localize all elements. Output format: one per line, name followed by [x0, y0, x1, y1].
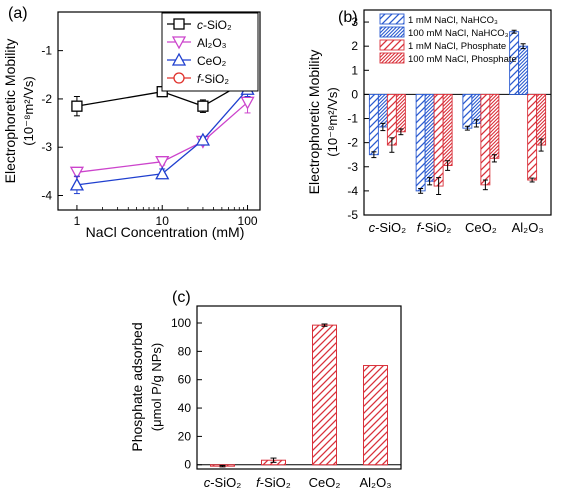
panel-b-plot-frame — [363, 9, 552, 216]
legend-label: CeO₂ — [197, 54, 227, 68]
panel-c-y-tick-label: 40 — [178, 401, 192, 415]
panel-b-category-label: CeO₂ — [465, 220, 497, 235]
legend-label: 1 mM NaCl, NaHCO₃ — [408, 15, 498, 26]
legend-marker — [171, 36, 187, 50]
legend-marker — [171, 52, 187, 66]
legend-marker — [173, 72, 185, 84]
panel-c-y-tick-label: 0 — [184, 458, 191, 472]
panel-a-y-tick-label: -4 — [41, 189, 52, 203]
panel-c-category-label: f-SiO₂ — [256, 475, 291, 490]
legend-swatch — [379, 13, 405, 25]
panel-c-label: (c) — [172, 289, 191, 306]
bar — [433, 93, 444, 187]
panel-c-plot-frame — [196, 305, 402, 470]
data-point — [155, 166, 170, 180]
bar — [424, 93, 435, 182]
series-line — [76, 101, 248, 173]
panel-c-y-tick-label: 60 — [178, 373, 192, 387]
panel-b-y-axis-label: Electrophoretic Mobility — [306, 50, 322, 195]
data-point — [195, 132, 211, 146]
panel-c: (c) 0 20 40 60 80 100 c-SiO₂ f-SiO₂ CeO₂ Al₂O₃ Ph… — [129, 289, 402, 490]
bar — [480, 93, 491, 186]
panel-a-y-tick-label: -2 — [41, 92, 52, 106]
panel-b-y-tick-label: 1 — [351, 63, 358, 77]
panel-b-category-label: c-SiO₂ — [369, 220, 407, 235]
bar — [527, 93, 538, 181]
panel-a-y-axis-label: Electrophoretic Mobility — [2, 39, 18, 184]
legend-marker — [173, 18, 185, 30]
panel-b-y-tick-label: -1 — [347, 112, 358, 126]
legend-swatch — [379, 39, 405, 51]
panel-c-y-tick-label: 100 — [171, 316, 191, 330]
panel-a-plot-frame — [57, 11, 261, 211]
legend-swatch — [379, 26, 405, 38]
panel-a-y-tick-label: -3 — [41, 140, 52, 154]
panel-b-y-tick-label: 2 — [351, 39, 358, 53]
bar — [489, 93, 500, 159]
data-point — [155, 156, 170, 170]
legend-label: 100 mM NaCl, NaHCO₃ — [408, 28, 509, 39]
panel-b-y-tick-label: 0 — [351, 87, 358, 101]
legend-label: c-SiO₂ — [197, 18, 232, 32]
bar — [395, 93, 406, 133]
panel-a: (a) -4 -3 -2 -1 1 10 100 c-SiO₂ Al₂O₃ CeO₂ f-SiO₂… — [2, 5, 261, 240]
bar — [312, 324, 337, 466]
panel-c-y-tick-label: 80 — [178, 344, 192, 358]
panel-b-y-tick-label: -4 — [347, 184, 358, 198]
data-point — [71, 100, 83, 112]
panel-a-label: (a) — [8, 5, 28, 22]
panel-b-y-tick-label: 3 — [351, 15, 358, 29]
panel-a-x-tick-label: 1 — [74, 214, 81, 228]
panel-a-x-tick-label: 100 — [238, 214, 258, 228]
legend-label: 1 mM NaCl, Phosphate — [408, 41, 506, 52]
panel-b-y-axis-unit: (10⁻⁸m²/Vs) — [325, 87, 340, 156]
panel-c-category-label: Al₂O₃ — [359, 475, 391, 490]
bar — [536, 93, 547, 146]
data-point — [69, 177, 85, 191]
bar — [415, 93, 426, 192]
data-point — [197, 100, 209, 112]
legend-label: Al₂O₃ — [197, 36, 227, 50]
bar — [363, 365, 388, 466]
panel-c-y-axis-unit: (μmol P/g NPs) — [149, 343, 164, 431]
bar — [377, 93, 388, 128]
series-line — [76, 80, 248, 107]
legend-swatch — [379, 52, 405, 64]
bar — [368, 93, 379, 156]
panel-a-y-axis-unit: (10⁻⁸m²/Vs) — [21, 76, 36, 145]
panel-b-category-label: Al₂O₃ — [512, 220, 544, 235]
panel-c-category-label: CeO₂ — [309, 475, 341, 490]
data-point — [240, 96, 255, 110]
panel-b-y-tick-label: -3 — [347, 160, 358, 174]
panel-b-category-label: f-SiO₂ — [417, 220, 452, 235]
panel-b-y-tick-label: -5 — [347, 208, 358, 222]
panel-c-y-tick-label: 20 — [178, 429, 192, 443]
bar — [471, 93, 482, 124]
panel-b-label: (b) — [338, 9, 358, 26]
panel-a-x-axis-label: NaCl Concentration (mM) — [86, 224, 245, 240]
bar — [518, 45, 529, 95]
panel-a-x-tick-label: 10 — [156, 214, 170, 228]
panel-c-y-axis-label: Phosphate adsorbed — [129, 322, 145, 451]
bar — [462, 93, 473, 129]
panel-a-legend: c-SiO₂ Al₂O₃ CeO₂ f-SiO₂ — [161, 12, 259, 92]
legend-label: 100 mM NaCl, Phosphate — [408, 54, 517, 65]
legend-label: f-SiO₂ — [197, 72, 229, 86]
data-point — [69, 166, 85, 180]
bar — [442, 93, 453, 167]
series-line — [76, 88, 249, 186]
panel-c-category-label: c-SiO₂ — [204, 475, 242, 490]
panel-b-legend: 1 mM NaCl, NaHCO₃ 100 mM NaCl, NaHCO₃ 1 mM… — [376, 11, 517, 66]
panel-a-y-tick-label: -1 — [41, 44, 52, 58]
panel-b-y-tick-label: -2 — [347, 136, 358, 150]
